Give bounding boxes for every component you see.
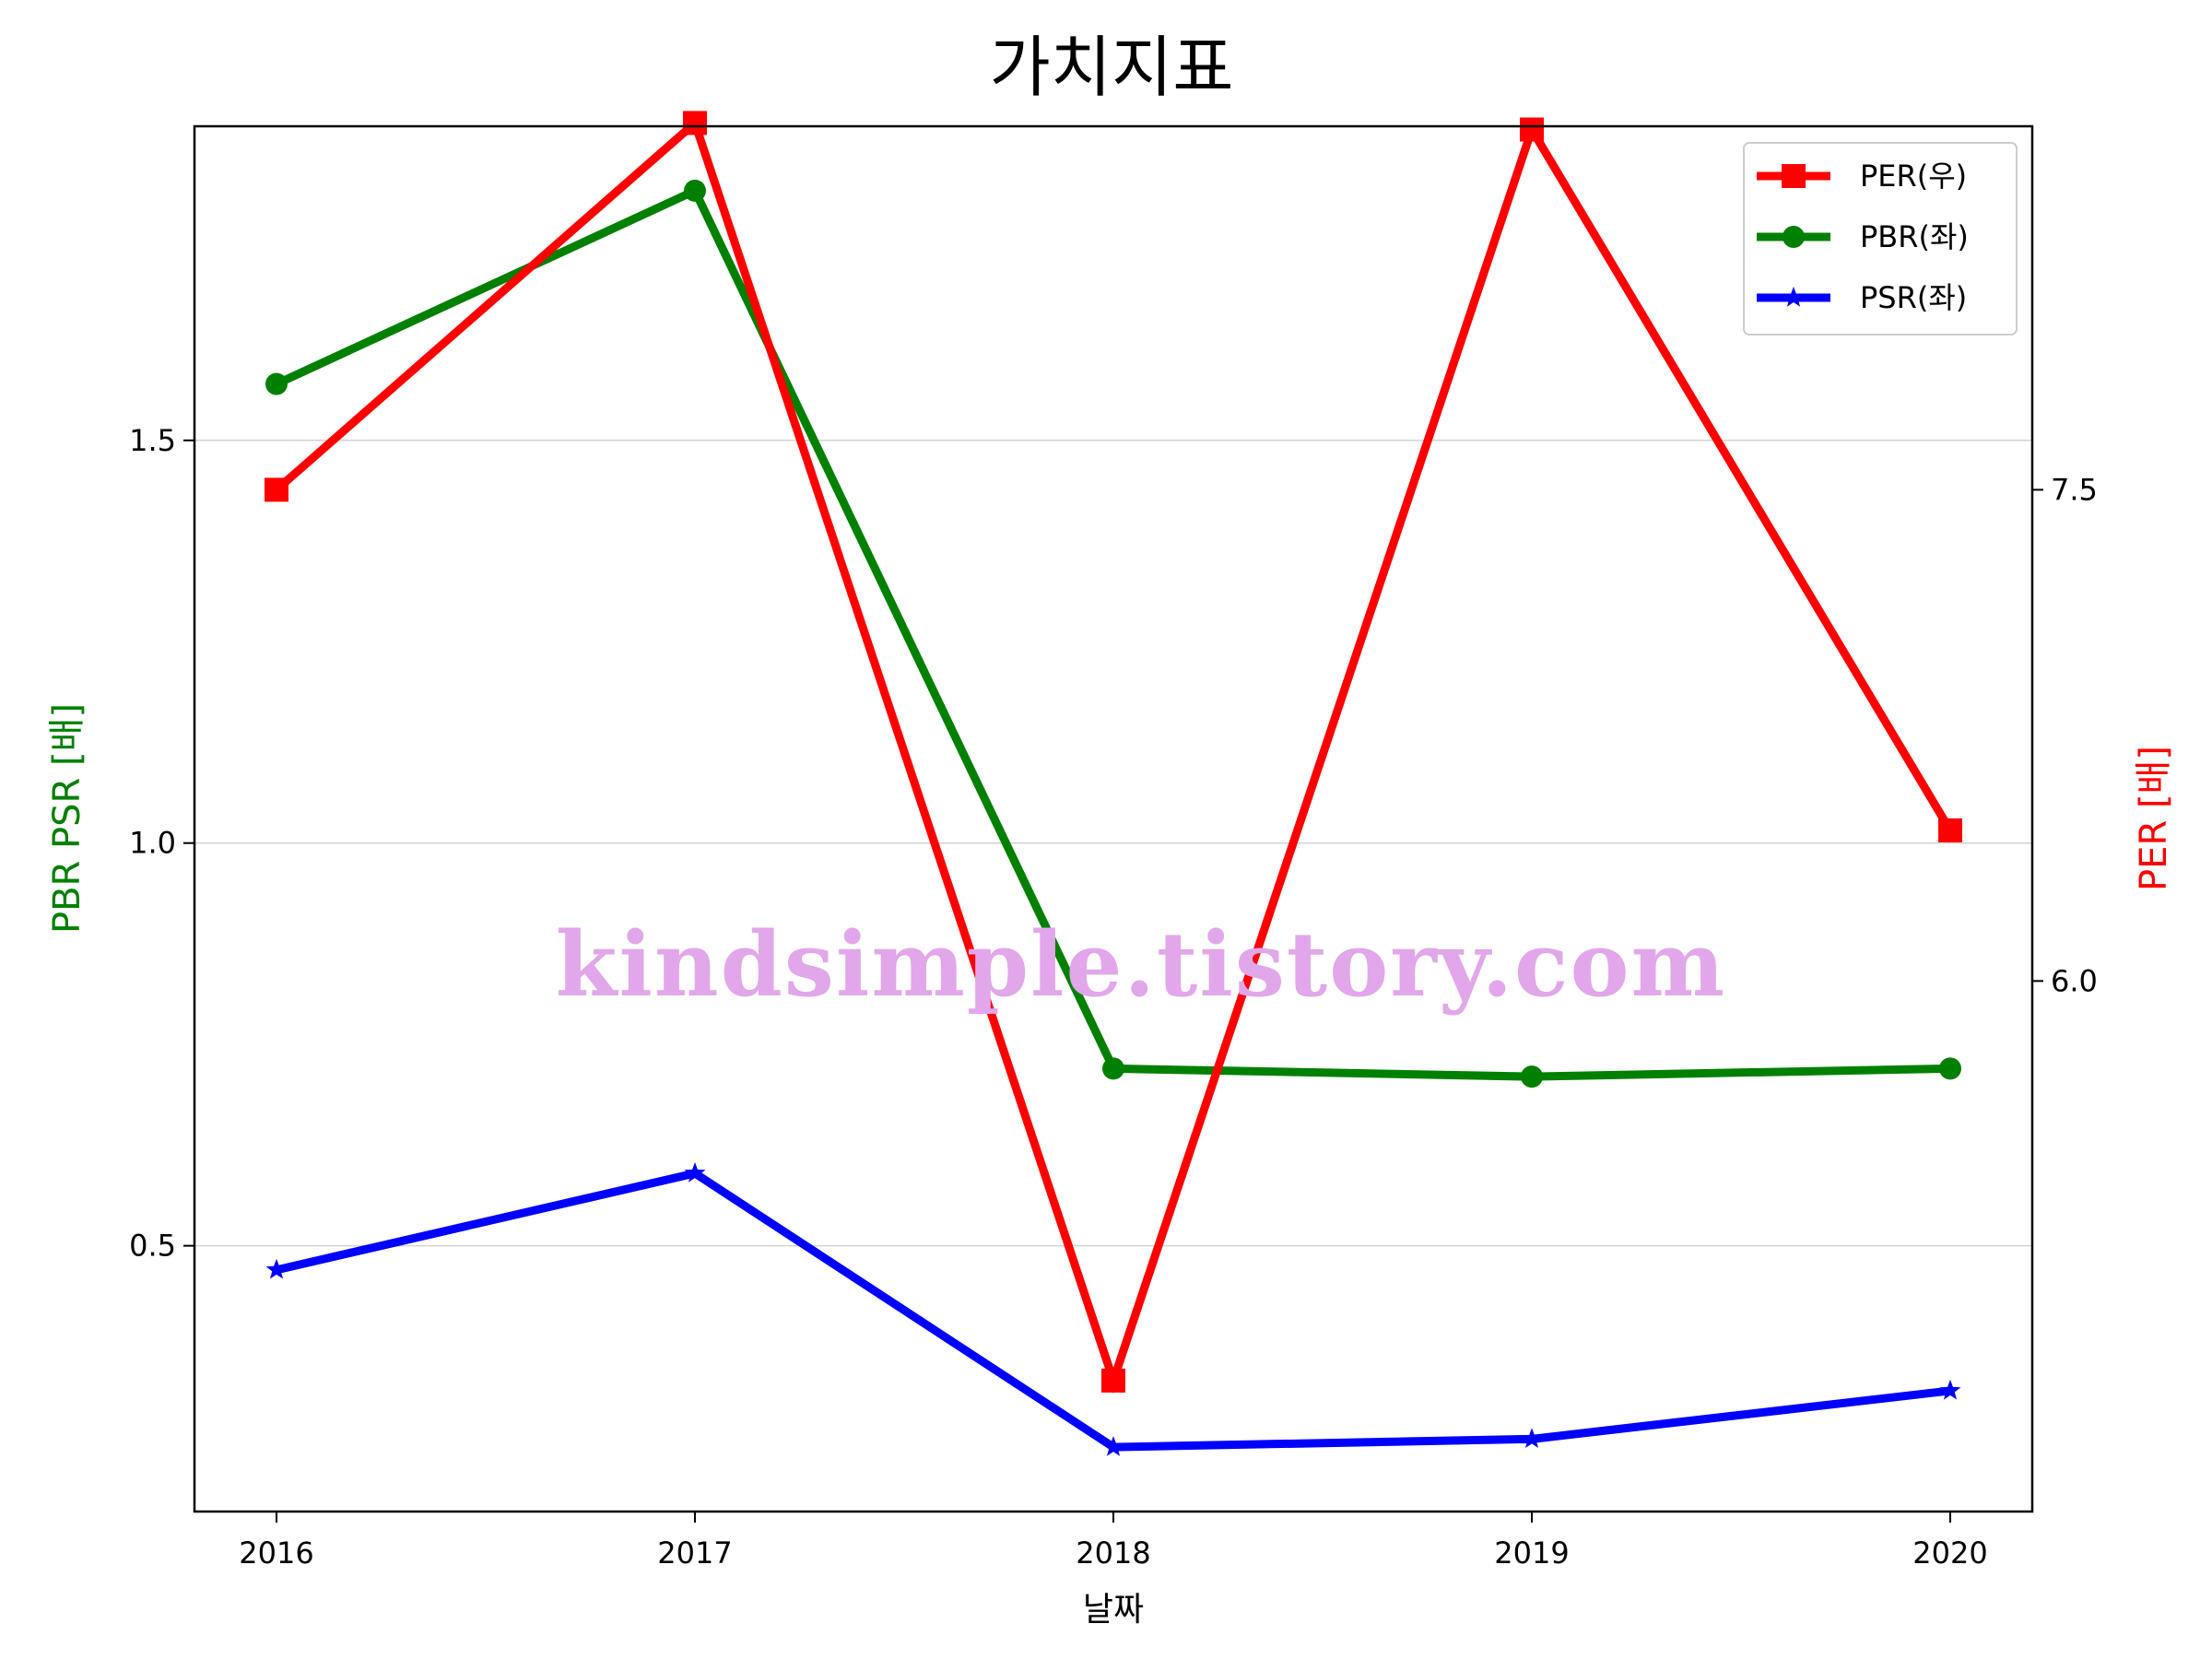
data-point: [684, 1161, 706, 1182]
data-point: [1520, 117, 1544, 142]
watermark: kindsimple.tistory.com: [556, 912, 1726, 1017]
y-right-tick-label: 6.0: [2051, 963, 2098, 998]
legend-label: PSR(좌): [1860, 280, 1967, 315]
x-tick-label: 2016: [239, 1535, 313, 1571]
x-axis: 2016 2017 2018 2019 2020: [239, 1512, 1988, 1571]
legend: PER(우) PBR(좌) PSR(좌): [1743, 142, 2018, 335]
y-axis-left-label: PBR PSR [배]: [46, 703, 88, 934]
legend-box: [1743, 142, 2018, 335]
data-point: [265, 1258, 288, 1279]
data-point: [684, 179, 706, 202]
y-left-tick-label: 0.5: [129, 1229, 176, 1264]
legend-marker: [1783, 287, 1805, 307]
data-point: [1939, 1057, 1961, 1080]
y-right-tick-label: 7.5: [2051, 472, 2098, 507]
data-point: [683, 111, 707, 135]
legend-marker: [1783, 226, 1805, 248]
data-point: [1102, 1057, 1124, 1080]
data-point: [265, 372, 288, 395]
series-1: [265, 179, 1961, 1088]
legend-marker: [1782, 164, 1806, 188]
data-point: [1102, 1436, 1124, 1456]
series-0: [265, 111, 1962, 1394]
x-tick-label: 2019: [1494, 1535, 1569, 1571]
data-point: [1521, 1428, 1543, 1449]
data-point: [1521, 1065, 1543, 1088]
data-point: [1939, 1379, 1961, 1400]
y-left-tick-label: 1.0: [129, 826, 176, 861]
legend-item: PBR(좌): [1757, 219, 1969, 254]
series-2: [265, 1161, 1961, 1456]
data-point: [265, 477, 288, 502]
y-axis-right: 6.0 7.5: [2032, 472, 2098, 998]
chart-title: 가치지표: [990, 29, 1234, 106]
y-axis-left: 0.5 1.0 1.5: [129, 423, 194, 1264]
series-line: [275, 1169, 1951, 1452]
data-point: [1101, 1368, 1125, 1393]
x-tick-label: 2017: [657, 1535, 732, 1571]
x-tick-label: 2020: [1912, 1535, 1987, 1571]
data-point: [1938, 818, 1962, 842]
series-line: [274, 115, 1954, 1394]
x-axis-label: 날짜: [1083, 1591, 1144, 1629]
legend-label: PER(우): [1860, 159, 1967, 194]
legend-label: PBR(좌): [1860, 219, 1969, 254]
x-tick-label: 2018: [1076, 1535, 1150, 1571]
legend-item: PSR(좌): [1757, 280, 1967, 315]
y-left-tick-label: 1.5: [129, 423, 176, 458]
plot-series: [265, 111, 1962, 1456]
legend-item: PER(우): [1757, 159, 1967, 194]
y-axis-right-label: PER [배]: [2133, 746, 2175, 891]
gridlines: [194, 440, 2032, 1247]
